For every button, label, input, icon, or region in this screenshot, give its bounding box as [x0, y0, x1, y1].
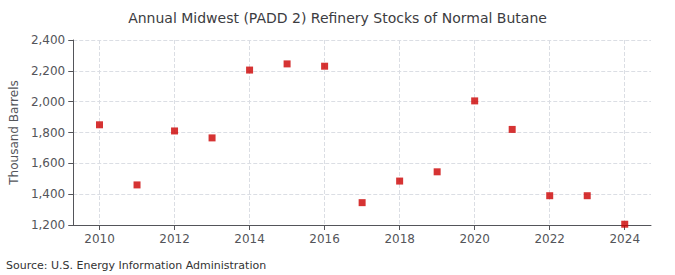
svg-text:2014: 2014 [234, 232, 265, 246]
svg-text:2010: 2010 [84, 232, 115, 246]
svg-text:Source: U.S. Energy Informatio: Source: U.S. Energy Information Administ… [6, 259, 266, 272]
svg-text:2,200: 2,200 [31, 64, 65, 78]
svg-text:Annual Midwest (PADD 2) Refine: Annual Midwest (PADD 2) Refinery Stocks … [128, 10, 547, 26]
svg-text:Thousand Barrels: Thousand Barrels [7, 80, 21, 185]
svg-text:1,200: 1,200 [31, 218, 65, 232]
svg-text:1,800: 1,800 [31, 126, 65, 140]
svg-text:2,400: 2,400 [31, 33, 65, 47]
svg-text:1,600: 1,600 [31, 156, 65, 170]
svg-text:2012: 2012 [159, 232, 190, 246]
svg-text:2020: 2020 [459, 232, 490, 246]
svg-text:2022: 2022 [534, 232, 565, 246]
svg-text:2016: 2016 [309, 232, 340, 246]
svg-text:2,000: 2,000 [31, 95, 65, 109]
svg-text:2018: 2018 [384, 232, 415, 246]
svg-text:1,400: 1,400 [31, 187, 65, 201]
svg-text:2024: 2024 [609, 232, 640, 246]
